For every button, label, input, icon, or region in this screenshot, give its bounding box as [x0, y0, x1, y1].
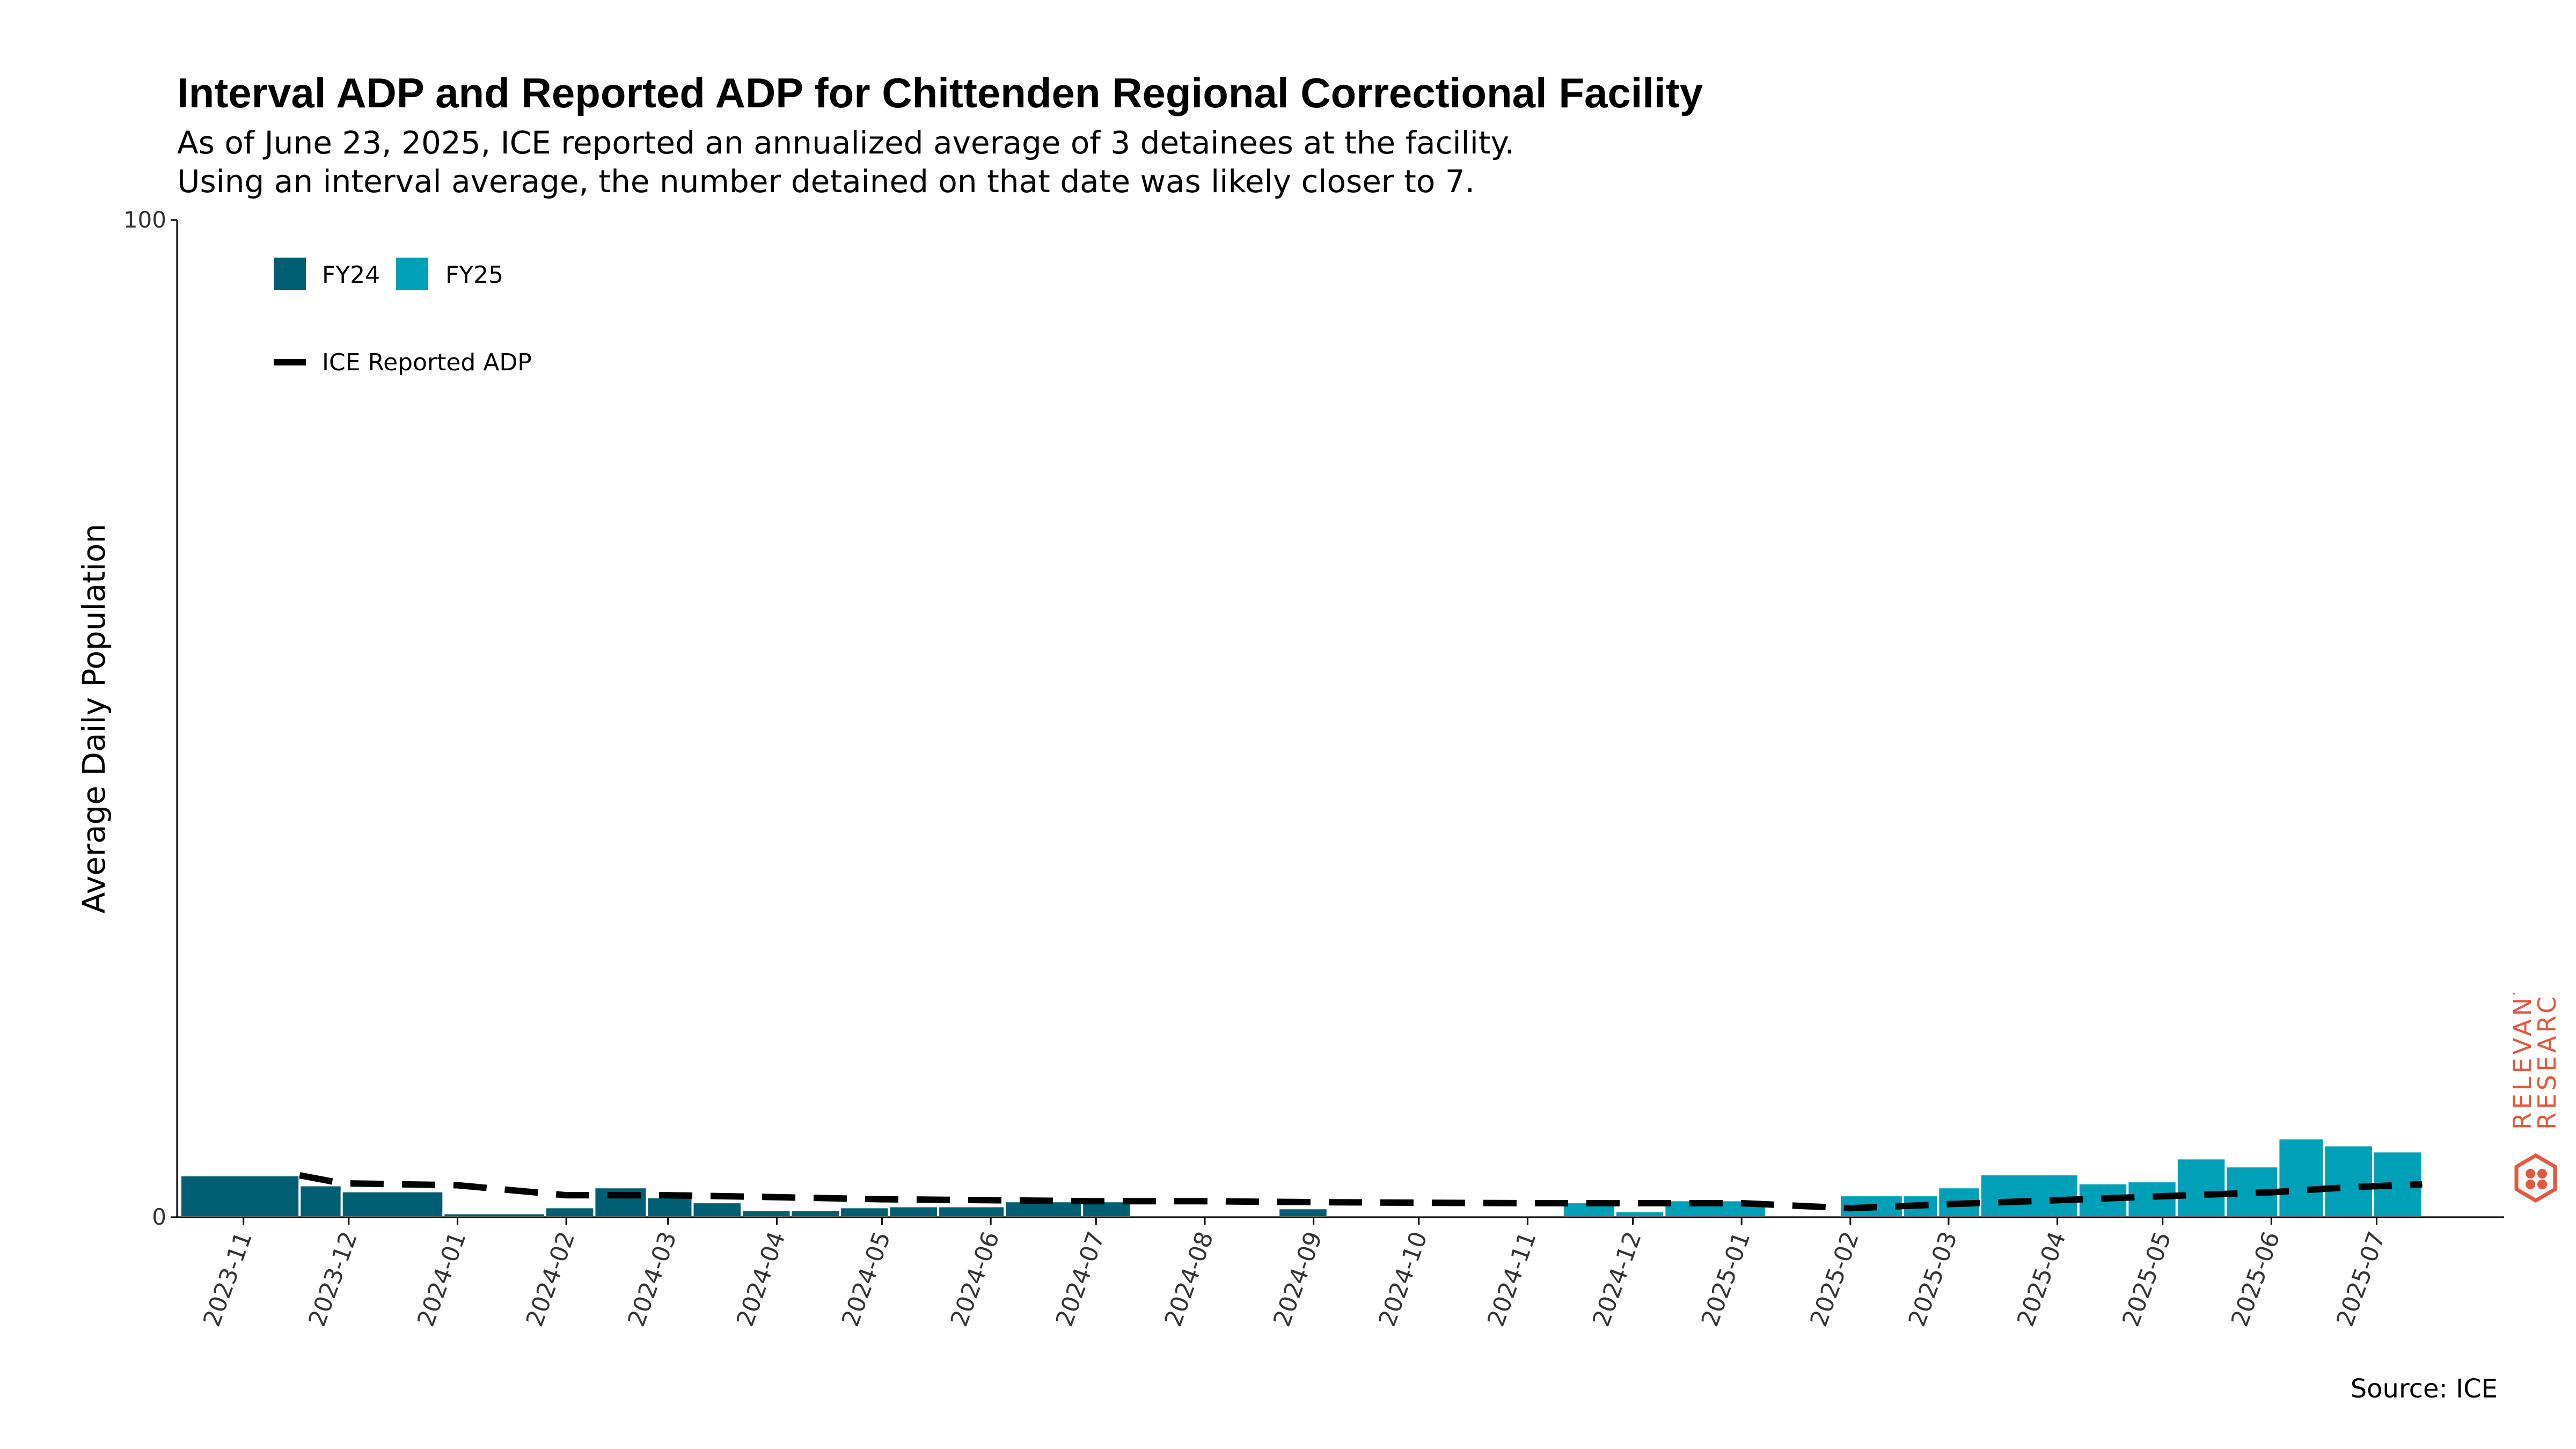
bar-fy24-6 — [646, 1196, 694, 1219]
x-tick-label-2024-02: 2024-02 — [521, 1228, 581, 1330]
bar-fy25-12 — [2277, 1137, 2325, 1219]
bar-fy25-2 — [1614, 1210, 1666, 1219]
x-tick-label-2024-04: 2024-04 — [731, 1228, 791, 1330]
relevant-research-logo: RELEVANT RESEARCH — [2508, 993, 2562, 1203]
legend-swatch-fy24 — [274, 258, 306, 290]
logo-hexagon-icon — [2514, 1153, 2557, 1203]
x-tick-label-2023-11: 2023-11 — [198, 1228, 258, 1330]
x-tick-label-2025-04: 2025-04 — [2012, 1228, 2072, 1330]
legend: FY24 FY25 ICE Reported ADP — [274, 258, 532, 376]
bar-fy24-15 — [1277, 1207, 1329, 1219]
bar-fy24-9 — [789, 1209, 841, 1218]
x-tick-label-2024-03: 2024-03 — [623, 1228, 682, 1330]
x-tick-label-2025-03: 2025-03 — [1903, 1228, 1963, 1330]
bar-fy24-0 — [179, 1174, 301, 1219]
y-tick-label-top: 100 — [123, 207, 166, 233]
x-tick-label-2024-08: 2024-08 — [1159, 1228, 1219, 1330]
x-tick-label-2025-07: 2025-07 — [2331, 1228, 2391, 1330]
bar-fy25-9 — [2126, 1180, 2178, 1219]
x-tick-label-2023-12: 2023-12 — [303, 1228, 363, 1330]
x-tick-label-2024-11: 2024-11 — [1482, 1228, 1542, 1330]
x-tick-label-2024-07: 2024-07 — [1051, 1228, 1110, 1330]
bar-fy24-1 — [298, 1184, 343, 1218]
bar-fy24-8 — [741, 1209, 792, 1218]
legend-label-fy24: FY24 — [322, 261, 380, 289]
x-tick-label-2025-05: 2025-05 — [2117, 1228, 2177, 1330]
chart-subtitle-line1: As of June 23, 2025, ICE reported an ann… — [177, 125, 1515, 161]
x-tick-label-2025-02: 2025-02 — [1805, 1228, 1864, 1330]
source-note: Source: ICE — [2350, 1374, 2498, 1404]
y-tick-label-bottom: 0 — [152, 1204, 166, 1230]
bar-fy24-2 — [340, 1190, 445, 1218]
chart-subtitle-line2: Using an interval average, the number de… — [177, 163, 1475, 200]
reported-line-layer — [299, 1172, 2423, 1212]
x-tick-label-2024-06: 2024-06 — [946, 1228, 1005, 1330]
bar-fy25-10 — [2175, 1157, 2227, 1218]
bar-fy24-10 — [839, 1206, 890, 1218]
reported-adp-line — [299, 1172, 2423, 1212]
legend-label-fy25: FY25 — [445, 261, 503, 289]
x-tick-label-2025-06: 2025-06 — [2226, 1228, 2286, 1330]
x-tick-label-2025-01: 2025-01 — [1696, 1228, 1756, 1330]
bar-fy25-13 — [2323, 1144, 2374, 1219]
y-axis-label: Average Daily Population — [76, 524, 112, 914]
bar-fy24-5 — [593, 1186, 648, 1219]
logo-word-research: RESEARCH — [2533, 993, 2562, 1130]
x-tick-label-2024-09: 2024-09 — [1268, 1228, 1328, 1330]
bar-fy24-12 — [937, 1205, 1006, 1219]
bar-fy24-7 — [691, 1201, 743, 1218]
chart-title: Interval ADP and Reported ADP for Chitte… — [177, 69, 1703, 116]
bar-fy24-11 — [888, 1205, 940, 1219]
logo-word-relevant: RELEVANT — [2508, 993, 2537, 1130]
x-tick-label-2024-12: 2024-12 — [1587, 1228, 1647, 1330]
axes-layer: 100 0 Average Daily Population — [76, 207, 2504, 1230]
x-tick-label-2024-10: 2024-10 — [1373, 1228, 1433, 1330]
legend-label-reported: ICE Reported ADP — [322, 349, 532, 376]
x-tick-label-2024-05: 2024-05 — [837, 1228, 896, 1330]
x-tick-label-2024-01: 2024-01 — [412, 1228, 472, 1330]
bars-layer — [179, 1137, 2424, 1219]
bar-fy24-4 — [544, 1206, 596, 1218]
x-ticks-layer: 2023-11 2023-12 2024-01 2024-02 2024-03 2024-… — [198, 1217, 2391, 1330]
bar-fy25-7 — [1979, 1173, 2080, 1218]
legend-swatch-fy25 — [396, 258, 428, 290]
